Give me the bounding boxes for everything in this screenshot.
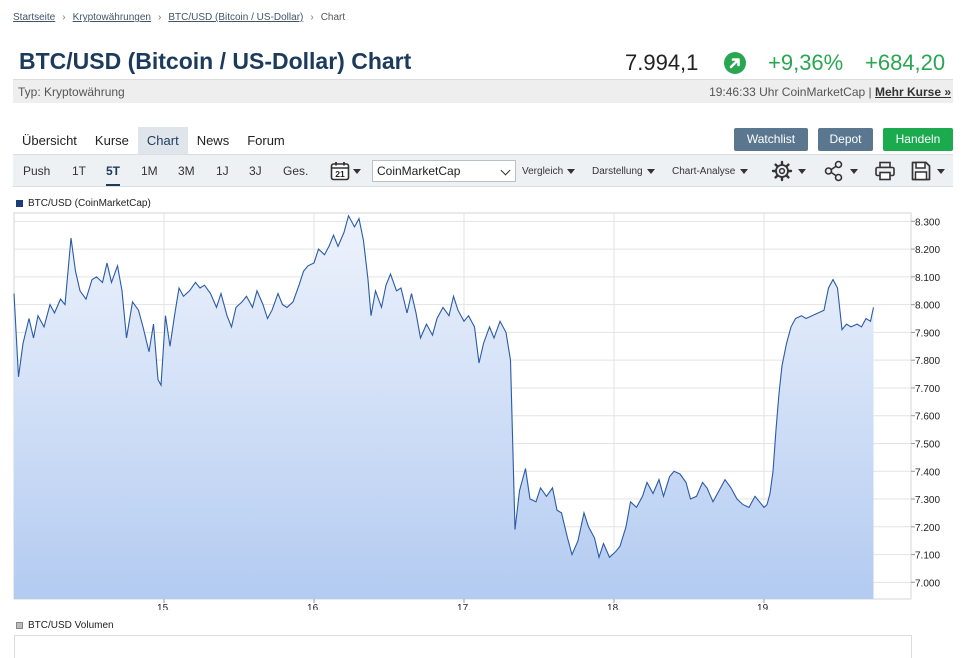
chart-legend: BTC/USD (CoinMarketCap) — [16, 198, 151, 209]
range-1j[interactable]: 1J — [216, 164, 229, 178]
range-1t[interactable]: 1T — [72, 164, 87, 178]
more-quotes-link[interactable]: Mehr Kurse » — [874, 85, 951, 99]
calendar-day: 21 — [335, 169, 345, 179]
x-axis: 15. 16. 17. 18. 19. — [157, 599, 771, 610]
legend-swatch — [16, 622, 23, 629]
chevron-down-icon[interactable] — [740, 169, 748, 174]
compare-menu[interactable]: Vergleich — [522, 166, 564, 177]
chart-analysis-menu[interactable]: Chart-Analyse — [672, 166, 736, 177]
tab-quotes[interactable]: Kurse — [94, 133, 129, 148]
range-5t[interactable]: 5T — [106, 164, 121, 186]
x-tick-label: 18. — [607, 603, 621, 610]
breadcrumb: Startseite › Kryptowährungen › BTC/USD (… — [13, 12, 345, 23]
range-3m[interactable]: 3M — [178, 164, 195, 178]
breadcrumb-crypto-link[interactable]: Kryptowährungen — [72, 12, 151, 23]
share-icon[interactable] — [823, 160, 845, 187]
arrow-up-right-icon — [724, 52, 746, 74]
chevron-down-icon[interactable] — [567, 169, 575, 174]
source-select[interactable]: CoinMarketCap — [372, 160, 516, 182]
tab-chart[interactable]: Chart — [137, 127, 188, 154]
chart-toolbar: Push 1T 5T 1M 3M 1J 3J Ges. 21 CoinMarke… — [13, 154, 953, 187]
instrument-type: Typ: Kryptowährung — [18, 85, 125, 99]
watchlist-button[interactable]: Watchlist — [734, 128, 808, 151]
change-percent: +9,36% — [768, 50, 844, 75]
breadcrumb-btcusd-link[interactable]: BTC/USD (Bitcoin / US-Dollar) — [168, 12, 304, 23]
chevron-right-icon: › — [310, 12, 314, 23]
quote-meta: 19:46:33 Uhr CoinMarketCap | Mehr Kurse … — [709, 85, 951, 99]
range-push[interactable]: Push — [23, 164, 51, 178]
y-tick-label: 7.300 — [915, 495, 940, 506]
legend-label: BTC/USD (CoinMarketCap) — [28, 198, 151, 209]
price-line — [13, 214, 875, 560]
calendar-icon[interactable]: 21 — [330, 161, 350, 186]
y-tick-label: 8.100 — [915, 273, 940, 284]
page-title: BTC/USD (Bitcoin / US-Dollar) Chart — [19, 48, 412, 74]
y-tick-label: 8.200 — [915, 245, 940, 256]
print-icon[interactable] — [874, 160, 896, 187]
price-area-fill — [14, 215, 874, 600]
y-axis: 8.300 8.200 8.100 8.000 7.900 7.800 7.700 7.600… — [911, 217, 940, 589]
y-tick-label: 7.000 — [915, 578, 940, 589]
breadcrumb-home-link[interactable]: Startseite — [13, 12, 56, 23]
tab-forum[interactable]: Forum — [247, 133, 285, 148]
y-tick-label: 8.300 — [915, 217, 940, 228]
breadcrumb-current: Chart — [320, 12, 346, 23]
display-menu[interactable]: Darstellung — [592, 166, 643, 177]
volume-legend-label: BTC/USD Volumen — [28, 620, 114, 631]
chevron-down-icon[interactable] — [353, 169, 361, 174]
y-tick-label: 7.200 — [915, 523, 940, 534]
y-tick-label: 7.900 — [915, 328, 940, 339]
chevron-down-icon — [500, 165, 511, 176]
save-icon[interactable] — [910, 160, 932, 187]
trade-button[interactable]: Handeln — [883, 128, 953, 151]
chevron-down-icon[interactable] — [937, 169, 945, 174]
tab-news[interactable]: News — [196, 133, 230, 148]
title-row: BTC/USD (Bitcoin / US-Dollar) Chart 7.99… — [19, 48, 949, 78]
source-select-value: CoinMarketCap — [377, 164, 461, 178]
y-tick-label: 7.400 — [915, 467, 940, 478]
x-tick-label: 16. — [307, 603, 321, 610]
tab-bar: Übersicht Kurse Chart News Forum — [13, 127, 294, 154]
x-tick-label: 17. — [457, 603, 471, 610]
x-tick-label: 15. — [157, 603, 171, 610]
current-price: 7.994,1 — [625, 50, 699, 75]
y-tick-label: 7.800 — [915, 356, 940, 367]
range-1m[interactable]: 1M — [141, 164, 158, 178]
tab-overview[interactable]: Übersicht — [22, 133, 77, 148]
change-absolute: +684,20 — [865, 50, 946, 75]
chevron-right-icon: › — [157, 12, 162, 23]
y-tick-label: 8.000 — [915, 301, 940, 312]
y-tick-label: 7.500 — [915, 439, 940, 450]
gear-icon[interactable] — [771, 160, 793, 187]
chevron-down-icon[interactable] — [850, 169, 858, 174]
chevron-down-icon[interactable] — [647, 169, 655, 174]
volume-chart — [14, 635, 912, 658]
x-tick-label: 19. — [757, 603, 771, 610]
range-3j[interactable]: 3J — [249, 164, 262, 178]
chevron-down-icon[interactable] — [798, 169, 806, 174]
price-chart[interactable]: 8.300 8.200 8.100 8.000 7.900 7.800 7.700 7.600… — [13, 210, 953, 610]
y-tick-label: 7.700 — [915, 384, 940, 395]
volume-legend: BTC/USD Volumen — [16, 620, 114, 631]
depot-button[interactable]: Depot — [818, 128, 873, 151]
y-tick-label: 7.100 — [915, 551, 940, 562]
chevron-right-icon: › — [62, 12, 66, 23]
quote-timestamp-source: 19:46:33 Uhr CoinMarketCap | — [709, 85, 872, 99]
legend-swatch — [16, 200, 23, 207]
range-all[interactable]: Ges. — [283, 164, 309, 178]
y-tick-label: 7.600 — [915, 412, 940, 423]
info-bar: Typ: Kryptowährung 19:46:33 Uhr CoinMark… — [13, 79, 953, 103]
